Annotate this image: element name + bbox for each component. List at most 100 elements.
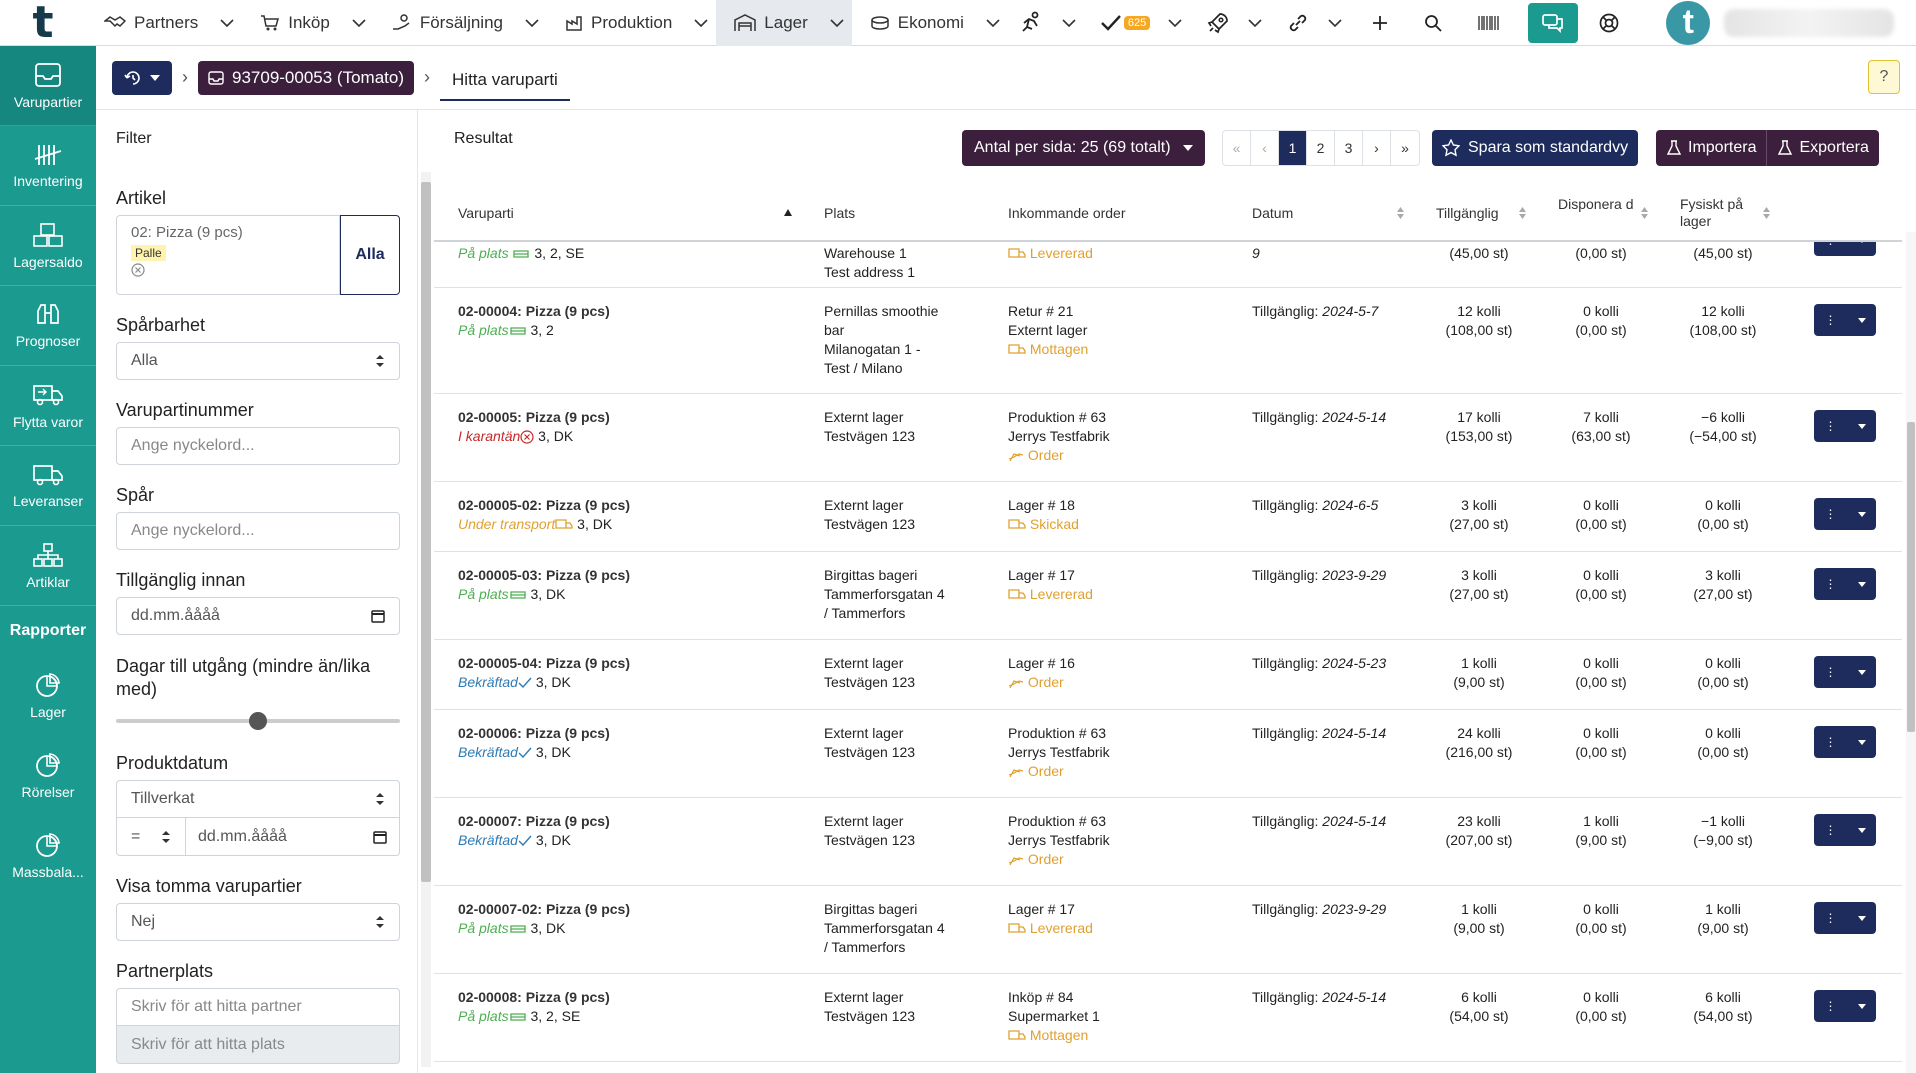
row-order-status[interactable]: Order bbox=[1008, 762, 1188, 781]
row-order-status[interactable]: Order bbox=[1008, 446, 1188, 465]
col-tillganglig[interactable]: Tillgänglig bbox=[1436, 205, 1499, 221]
nav-forsaljning[interactable]: Försäljning bbox=[374, 0, 547, 46]
row-actions-button[interactable]: ⋮ bbox=[1814, 498, 1876, 530]
nav-ekonomi[interactable]: Ekonomi bbox=[852, 0, 1008, 46]
row-actions-button[interactable]: ⋮ bbox=[1814, 726, 1876, 758]
search-button[interactable] bbox=[1406, 0, 1460, 46]
artikel-input[interactable]: 02: Pizza (9 pcs) Palle bbox=[116, 215, 340, 295]
sort-icon[interactable] bbox=[1640, 206, 1649, 220]
sidebar-item-report-rorelser[interactable]: Rörelser bbox=[0, 736, 96, 816]
row-order-status[interactable]: Levererad bbox=[1008, 585, 1188, 604]
avatar[interactable]: t bbox=[1666, 0, 1711, 45]
page-last[interactable]: » bbox=[1401, 140, 1409, 156]
batch-name[interactable]: 02-00008: Pizza (9 pcs) bbox=[458, 989, 610, 1005]
batch-name[interactable]: 02-00007: Pizza (9 pcs) bbox=[458, 813, 610, 829]
nav-lager[interactable]: Lager bbox=[716, 0, 852, 46]
sidebar-item-prognoser[interactable]: Prognoser bbox=[0, 286, 96, 366]
sidebar-item-lagersaldo[interactable]: Lagersaldo bbox=[0, 206, 96, 286]
row-actions-button[interactable]: ⋮ bbox=[1814, 990, 1876, 1022]
batch-name[interactable]: 02-00005-04: Pizza (9 pcs) bbox=[458, 655, 630, 671]
varupartinummer-input[interactable]: Ange nyckelord... bbox=[116, 427, 400, 465]
partner-input[interactable]: Skriv för att hitta partner bbox=[116, 988, 400, 1026]
nav-links[interactable] bbox=[1274, 0, 1354, 46]
sidebar-item-varupartier[interactable]: Varupartier bbox=[0, 46, 96, 126]
nav-inkop[interactable]: Inköp bbox=[242, 0, 374, 46]
row-order-status[interactable]: Skickad bbox=[1008, 515, 1188, 534]
page-first[interactable]: « bbox=[1223, 131, 1251, 165]
produktdatum-date[interactable]: dd.mm.åååå bbox=[186, 818, 400, 856]
row-actions-button[interactable]: ⋮ bbox=[1814, 568, 1876, 600]
row-actions-button[interactable]: ⋮ bbox=[1814, 242, 1876, 256]
nav-launch[interactable] bbox=[1194, 0, 1274, 46]
batch-name[interactable]: 02-00007-02: Pizza (9 pcs) bbox=[458, 901, 630, 917]
row-order-status[interactable]: Order bbox=[1008, 673, 1188, 692]
results-scrollbar[interactable] bbox=[1906, 232, 1916, 1073]
visa-tomma-select[interactable]: Nej bbox=[116, 903, 400, 941]
help-button[interactable]: ? bbox=[1868, 60, 1900, 94]
breadcrumb-current[interactable]: Hitta varuparti bbox=[440, 61, 570, 101]
spar-input[interactable]: Ange nyckelord... bbox=[116, 512, 400, 550]
sidebar-item-artiklar[interactable]: Artiklar bbox=[0, 526, 96, 606]
import-button[interactable]: Importera bbox=[1656, 130, 1768, 166]
page-next[interactable]: › bbox=[1363, 131, 1391, 165]
nav-produktion[interactable]: Produktion bbox=[547, 0, 716, 46]
row-actions-button[interactable]: ⋮ bbox=[1814, 304, 1876, 336]
col-datum[interactable]: Datum bbox=[1252, 205, 1294, 221]
row-order-status[interactable]: Levererad bbox=[1008, 244, 1093, 263]
sort-icon[interactable] bbox=[1762, 206, 1771, 220]
batch-name[interactable]: 02-00005: Pizza (9 pcs) bbox=[458, 409, 610, 425]
row-actions-button[interactable]: ⋮ bbox=[1814, 656, 1876, 688]
col-disponerad[interactable]: Disponera d bbox=[1558, 196, 1634, 212]
barcode-button[interactable] bbox=[1460, 0, 1518, 46]
col-fysiskt[interactable]: Fysiskt på lager bbox=[1680, 196, 1744, 229]
add-button[interactable] bbox=[1354, 0, 1406, 46]
row-order-status[interactable]: Order bbox=[1008, 850, 1188, 869]
save-view-button[interactable]: Spara som standardvy bbox=[1432, 130, 1639, 166]
breadcrumb-item-batch[interactable]: 93709-00053 (Tomato) bbox=[198, 60, 415, 95]
batch-name[interactable]: 02-00004: Pizza (9 pcs) bbox=[458, 303, 610, 319]
sort-asc-icon[interactable] bbox=[783, 208, 793, 218]
batch-name[interactable]: 02-00005-03: Pizza (9 pcs) bbox=[458, 567, 630, 583]
dagar-slider[interactable] bbox=[116, 709, 400, 733]
produktdatum-op-select[interactable]: = bbox=[116, 818, 186, 856]
per-page-dropdown[interactable]: Antal per sida: 25 (69 totalt) bbox=[962, 130, 1205, 166]
row-actions-button[interactable]: ⋮ bbox=[1814, 410, 1876, 442]
nav-partners[interactable]: Partners bbox=[86, 0, 242, 46]
chat-button[interactable] bbox=[1528, 2, 1579, 43]
sidebar-item-leveranser[interactable]: Leveranser bbox=[0, 446, 96, 526]
history-button[interactable] bbox=[112, 60, 172, 95]
username-blurred[interactable] bbox=[1724, 8, 1895, 37]
results-scrollbar-thumb[interactable] bbox=[1907, 422, 1915, 732]
batch-name[interactable]: 02-00005-02: Pizza (9 pcs) bbox=[458, 497, 630, 513]
sidebar-item-flytta-varor[interactable]: Flytta varor bbox=[0, 366, 96, 446]
row-order-status[interactable]: Mottagen bbox=[1008, 1026, 1188, 1045]
tillganglig-innan-date[interactable]: dd.mm.åååå bbox=[116, 597, 400, 635]
row-actions-button[interactable]: ⋮ bbox=[1814, 814, 1876, 846]
sort-icon[interactable] bbox=[1396, 206, 1405, 220]
sidebar-item-inventering[interactable]: Inventering bbox=[0, 126, 96, 206]
filter-scrollbar[interactable] bbox=[421, 172, 431, 1067]
page-2[interactable]: 2 bbox=[1307, 131, 1335, 165]
alla-button[interactable]: Alla bbox=[340, 215, 400, 295]
batch-name[interactable]: 02-00006: Pizza (9 pcs) bbox=[458, 725, 610, 741]
filter-scrollbar-thumb[interactable] bbox=[421, 182, 431, 882]
page-prev[interactable]: ‹ bbox=[1251, 131, 1279, 165]
plats-input[interactable]: Skriv för att hitta plats bbox=[116, 1026, 400, 1064]
nav-tasks[interactable]: 625 bbox=[1088, 0, 1194, 46]
app-logo[interactable]: t bbox=[32, 0, 54, 48]
nav-activity[interactable] bbox=[1008, 0, 1088, 46]
sort-icon[interactable] bbox=[1518, 206, 1527, 220]
page-3[interactable]: 3 bbox=[1335, 131, 1363, 165]
produktdatum-type-select[interactable]: Tillverkat bbox=[116, 780, 400, 818]
row-order-status[interactable]: Levererad bbox=[1008, 919, 1188, 938]
row-order-status[interactable]: Mottagen bbox=[1008, 340, 1188, 359]
row-actions-button[interactable]: ⋮ bbox=[1814, 902, 1876, 934]
page-1[interactable]: 1 bbox=[1279, 131, 1307, 165]
col-varuparti[interactable]: Varuparti bbox=[458, 205, 514, 221]
support-button[interactable] bbox=[1588, 0, 1630, 46]
sidebar-item-report-massbalans[interactable]: Massbala... bbox=[0, 816, 96, 896]
sidebar-item-report-lager[interactable]: Lager bbox=[0, 656, 96, 736]
export-button[interactable]: Exportera bbox=[1767, 130, 1879, 166]
sparbarhet-select[interactable]: Alla bbox=[116, 342, 400, 380]
slider-thumb[interactable] bbox=[249, 712, 267, 730]
